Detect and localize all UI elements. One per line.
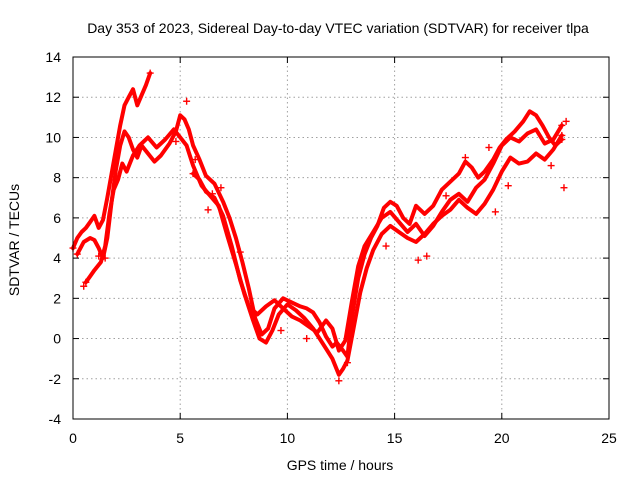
plot-frame	[72, 56, 610, 420]
x-tick-labels: 0 5 10 15 20 25	[69, 430, 617, 446]
y-tick-label: 14	[45, 49, 61, 65]
data-point	[277, 327, 285, 335]
data-point	[191, 156, 199, 164]
series-endpoint	[146, 69, 154, 77]
data-point	[236, 248, 244, 256]
data-point	[414, 256, 422, 264]
series-endpoint	[189, 170, 197, 178]
y-tick-label: -4	[49, 411, 62, 427]
grid-lines	[73, 57, 609, 419]
series-endpoint	[82, 278, 90, 286]
y-tick-label: -2	[49, 371, 62, 387]
data-point	[485, 144, 493, 151]
x-axis-label: GPS time / hours	[287, 457, 394, 473]
data-point	[101, 254, 109, 262]
data-point	[423, 252, 431, 260]
y-tick-labels: -4 -2 0 2 4 6 8 10 12 14	[45, 49, 61, 427]
data-point	[560, 184, 568, 192]
y-tick-label: 2	[53, 290, 61, 306]
data-point	[343, 359, 351, 367]
y-tick-label: 0	[53, 331, 61, 347]
x-tick-label: 0	[69, 430, 77, 446]
y-tick-label: 8	[53, 170, 61, 186]
data-point	[80, 282, 88, 290]
data-point	[172, 137, 180, 145]
series-endpoint	[73, 250, 81, 258]
series-trace-b	[75, 109, 564, 359]
data-point	[183, 97, 191, 105]
y-tick-label: 6	[53, 210, 61, 226]
x-tick-label: 5	[176, 430, 184, 446]
y-tick-label: 10	[45, 129, 61, 145]
axis-ticks	[72, 56, 610, 420]
data-point	[504, 182, 512, 190]
data-point	[562, 117, 570, 125]
data-point	[95, 252, 103, 260]
x-tick-label: 10	[280, 430, 296, 446]
y-tick-label: 12	[45, 89, 61, 105]
data-point	[217, 184, 225, 192]
series-endpoint	[558, 121, 566, 129]
series-trace-d	[191, 123, 564, 353]
series-trace-c	[83, 127, 564, 377]
data-point	[204, 206, 212, 214]
data-series	[71, 71, 564, 377]
data-point	[547, 162, 555, 170]
x-tick-label: 20	[494, 430, 510, 446]
data-point	[208, 190, 216, 198]
data-point	[335, 377, 343, 385]
data-point	[491, 208, 499, 216]
data-point	[382, 242, 390, 250]
y-tick-label: 4	[53, 250, 61, 266]
series-trace-a	[71, 71, 153, 251]
data-point	[442, 192, 450, 200]
data-point	[303, 335, 311, 343]
data-point	[461, 154, 469, 162]
x-tick-label: 15	[387, 430, 403, 446]
chart-title: Day 353 of 2023, Sidereal Day-to-day VTE…	[87, 20, 589, 36]
x-tick-label: 25	[601, 430, 617, 446]
series-endpoint	[558, 131, 566, 139]
y-axis-label: SDTVAR / TECUs	[6, 184, 22, 296]
